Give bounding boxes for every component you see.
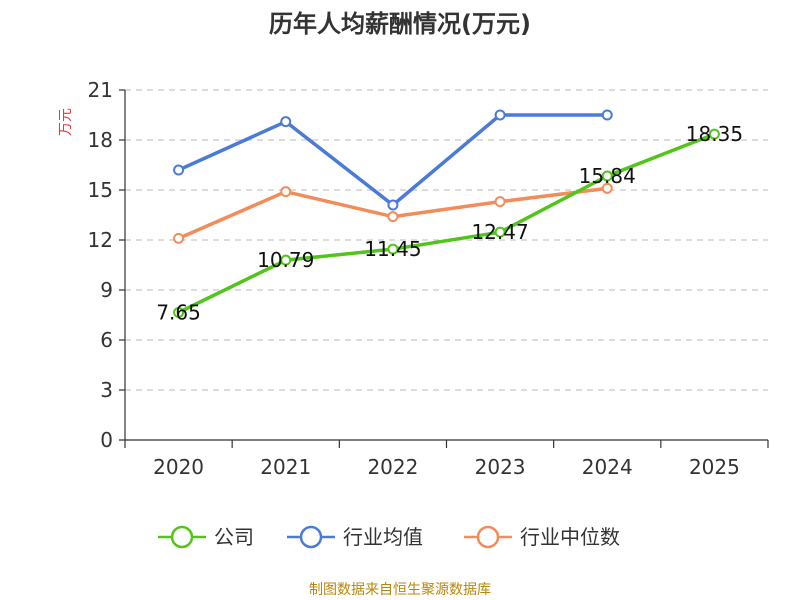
data-point — [494, 109, 506, 121]
y-tick-label: 12 — [88, 228, 113, 252]
data-labels: 7.65 10.79 11.45 12.47 15.84 18.35 — [156, 122, 743, 324]
data-point — [387, 199, 399, 211]
data-point — [173, 232, 185, 244]
data-point — [280, 186, 292, 198]
data-point — [494, 196, 506, 208]
legend-item-0[interactable]: 公司 — [158, 525, 254, 549]
y-tick-label: 21 — [88, 78, 113, 102]
y-tick-label: 3 — [100, 378, 113, 402]
legend-item-2[interactable]: 行业中位数 — [464, 525, 620, 549]
data-label: 7.65 — [156, 301, 201, 325]
data-label: 12.47 — [471, 220, 528, 244]
legend-marker — [299, 525, 323, 549]
data-point — [708, 128, 720, 140]
x-tick-label: 2022 — [367, 455, 418, 479]
data-point — [280, 254, 292, 266]
legend-marker — [170, 525, 194, 549]
chart-title: 历年人均薪酬情况(万元) — [269, 10, 531, 38]
x-tick-label: 2020 — [153, 455, 204, 479]
axes: 0 3 6 9 12 15 18 21 2020 2021 2022 2023 2024 2025 — [88, 78, 769, 479]
y-tick-label: 0 — [100, 428, 113, 452]
data-label: 18.35 — [686, 122, 743, 146]
legend-marker — [476, 525, 500, 549]
data-point — [601, 182, 613, 194]
legend-label: 行业中位数 — [520, 525, 620, 549]
data-point — [173, 164, 185, 176]
legend: 公司 行业均值 行业中位数 — [158, 525, 620, 549]
legend-label: 行业均值 — [343, 525, 423, 549]
y-axis-label: 万元 — [58, 108, 74, 136]
legend-label: 公司 — [214, 525, 254, 549]
data-label: 15.84 — [579, 164, 636, 188]
x-tick-label: 2021 — [260, 455, 311, 479]
data-point — [280, 116, 292, 128]
x-tick-label: 2023 — [475, 455, 526, 479]
data-point — [173, 307, 185, 318]
series-lines — [173, 109, 720, 318]
x-tick-label: 2024 — [582, 455, 633, 479]
series-line-1 — [176, 113, 609, 207]
data-point — [387, 243, 399, 255]
data-point — [494, 226, 506, 238]
source-note: 制图数据来自恒生聚源数据库 — [309, 582, 491, 598]
data-point — [601, 170, 613, 182]
series-line-0 — [176, 132, 717, 315]
data-point — [601, 109, 613, 121]
legend-item-1[interactable]: 行业均值 — [287, 525, 423, 549]
y-tick-label: 6 — [100, 328, 113, 352]
data-label: 10.79 — [257, 248, 314, 272]
data-label: 11.45 — [364, 237, 421, 261]
y-tick-label: 9 — [100, 278, 113, 302]
data-point — [387, 211, 399, 223]
y-tick-label: 18 — [88, 128, 113, 152]
x-tick-label: 2025 — [689, 455, 740, 479]
y-tick-label: 15 — [88, 178, 113, 202]
